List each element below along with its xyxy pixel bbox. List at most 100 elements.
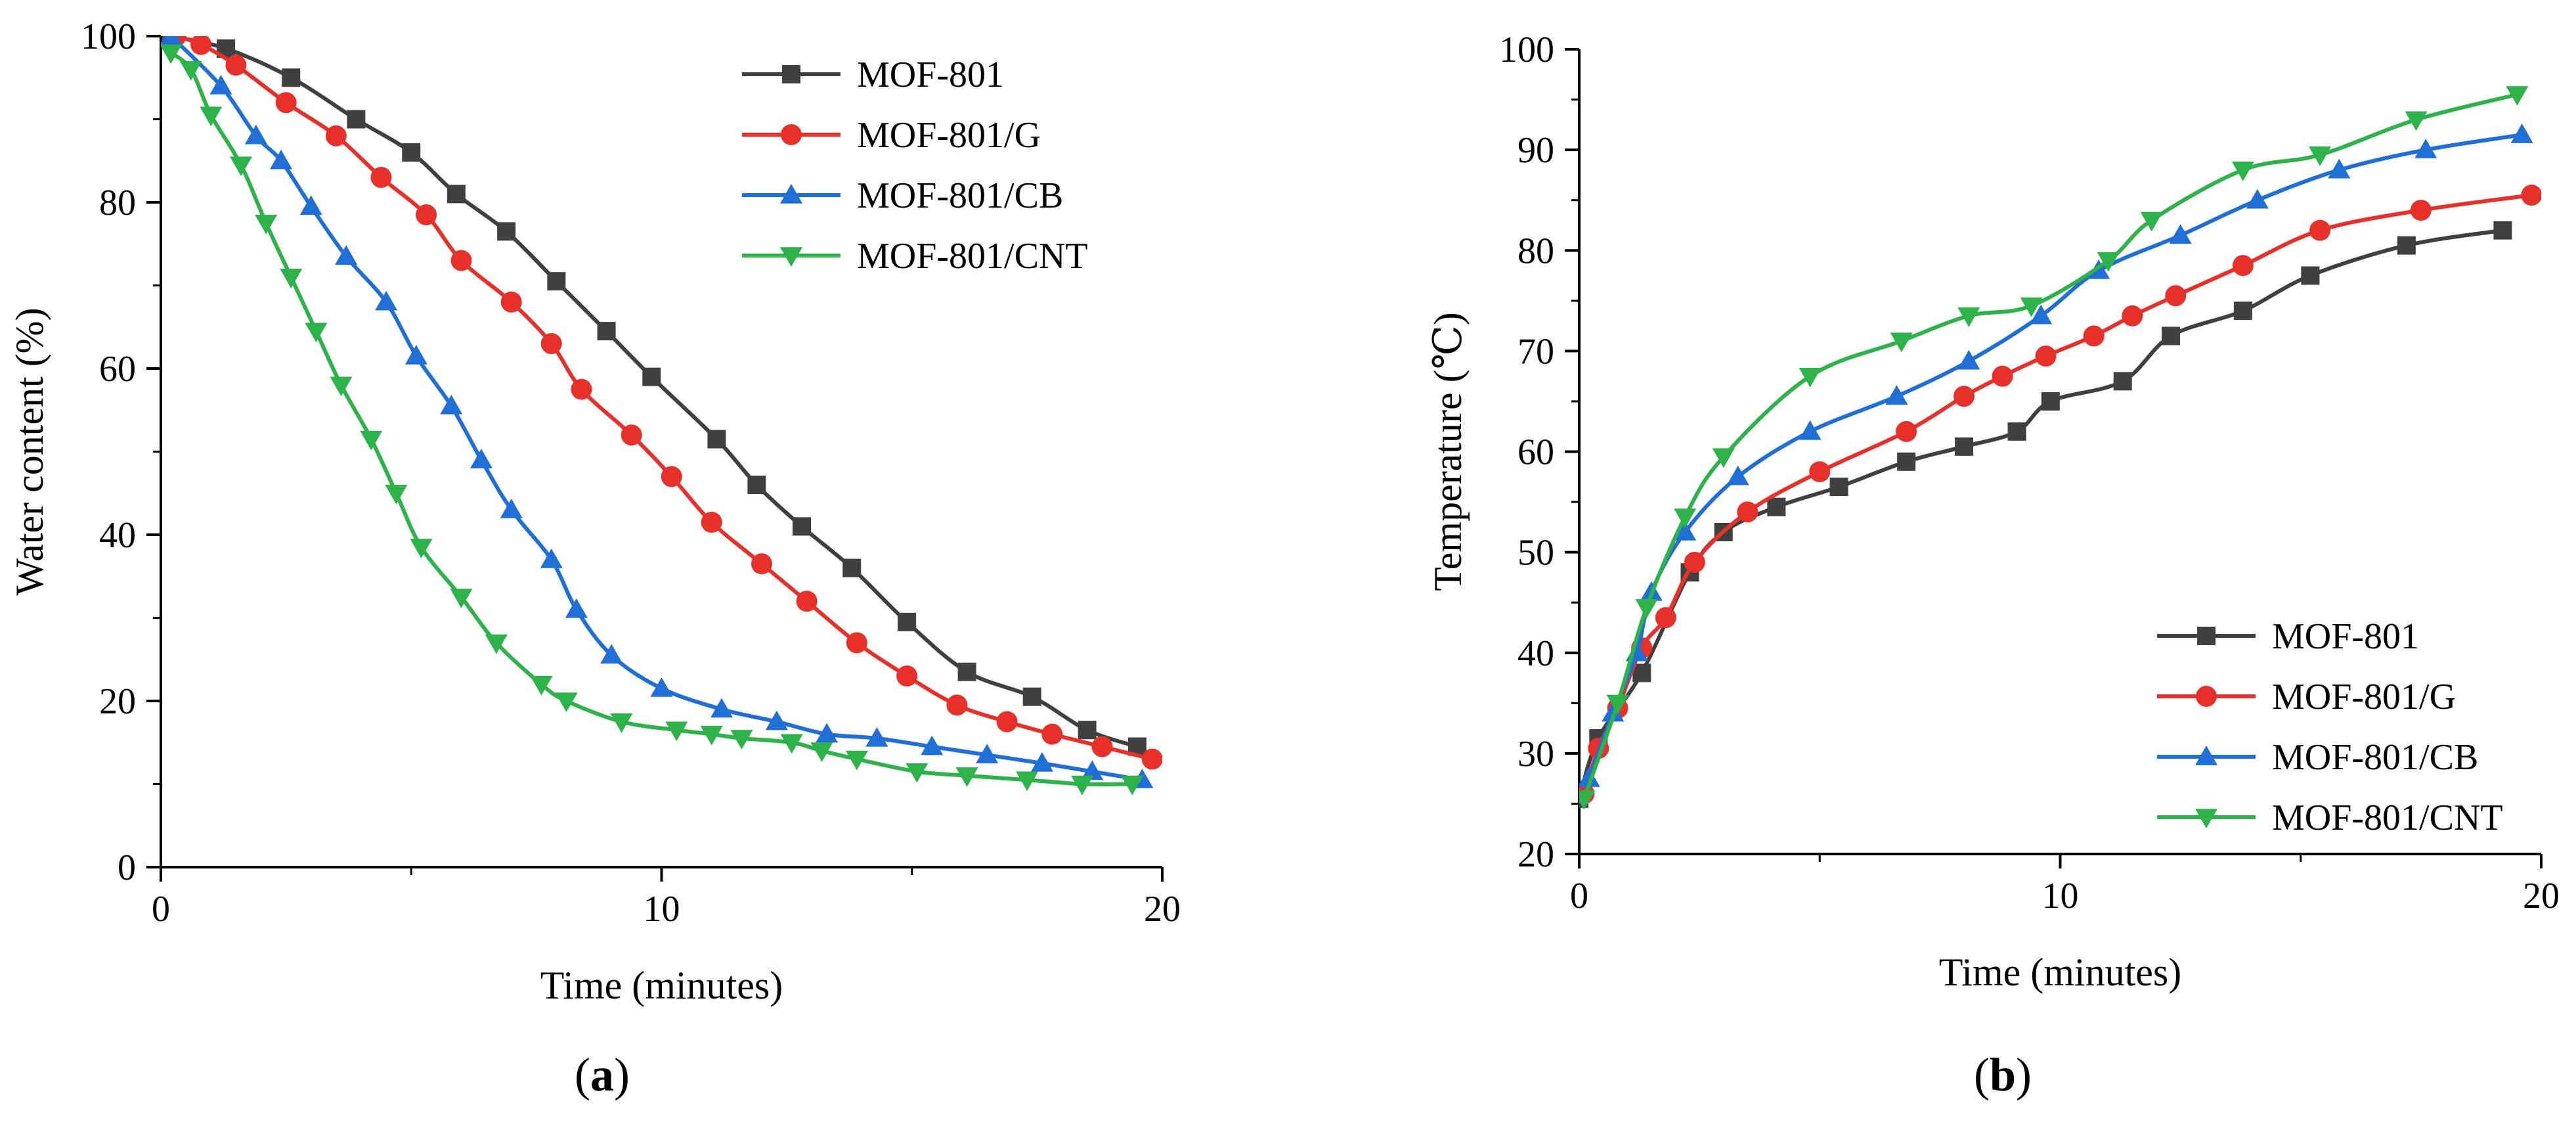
series-mof-801-cnt <box>161 44 1144 796</box>
y-axis-title: Water content (%) <box>8 307 51 595</box>
data-point <box>1078 721 1097 740</box>
data-point <box>1071 775 1093 796</box>
panel-a-chart: 0 20 40 60 80 100 0 10 20 Time (minutes) Water con… <box>8 16 1181 1101</box>
data-point <box>597 322 616 341</box>
data-point <box>661 466 682 487</box>
panel-caption: (b) <box>1974 1048 2032 1101</box>
data-point <box>275 92 297 114</box>
y-tick-label: 40 <box>99 515 136 556</box>
y-tick-label: 20 <box>99 681 136 722</box>
data-point <box>500 499 523 518</box>
data-point <box>200 106 223 127</box>
legend-label: MOF-801/G <box>2272 677 2456 717</box>
x-tick-label: 20 <box>2523 876 2560 916</box>
x-axis-title: Time (minutes) <box>540 964 783 1007</box>
data-point <box>325 125 347 146</box>
data-point <box>280 269 303 288</box>
data-point <box>2309 146 2332 166</box>
data-point <box>385 485 408 505</box>
data-point <box>921 735 944 755</box>
legend-label: MOF-801/CNT <box>857 236 1088 277</box>
data-point <box>1712 448 1735 468</box>
data-point <box>621 424 642 446</box>
y-tick-label: 30 <box>1517 734 1554 775</box>
data-point <box>2097 252 2120 272</box>
data-point <box>842 558 862 577</box>
data-point <box>946 694 968 716</box>
y-tick-label: 70 <box>1517 331 1554 372</box>
data-point <box>402 143 421 162</box>
data-point <box>500 291 522 313</box>
data-point <box>330 376 353 397</box>
data-point <box>780 734 803 754</box>
x-tick-label: 20 <box>1144 889 1181 930</box>
data-point <box>1767 497 1786 516</box>
data-point <box>1031 752 1053 772</box>
x-tick-label: 0 <box>152 889 170 930</box>
data-point <box>896 665 918 687</box>
data-point <box>2231 162 2254 181</box>
y-tick-label: 20 <box>1517 834 1554 875</box>
data-point <box>404 345 427 365</box>
data-point <box>1957 349 1980 370</box>
data-point <box>1992 365 2013 387</box>
data-point <box>555 692 578 712</box>
data-point <box>255 214 278 235</box>
legend-marker <box>2197 627 2216 645</box>
data-point <box>485 634 508 654</box>
data-point <box>2161 326 2180 346</box>
data-point <box>765 710 788 731</box>
data-point <box>470 449 492 468</box>
data-point <box>1897 452 1916 471</box>
x-tick-label: 10 <box>2042 876 2079 916</box>
data-point <box>2414 139 2437 158</box>
legend-marker <box>2195 809 2217 828</box>
panel-caption: (a) <box>575 1048 630 1101</box>
data-point <box>347 110 366 129</box>
data-point <box>2521 185 2541 206</box>
data-point <box>416 204 437 225</box>
data-point <box>2233 302 2252 321</box>
y-tick-label: 100 <box>81 16 136 57</box>
data-point <box>190 36 211 55</box>
data-point <box>565 598 588 618</box>
data-point <box>1674 508 1697 529</box>
legend-label: MOF-801/CB <box>857 175 1063 216</box>
data-point <box>810 742 833 762</box>
data-point <box>701 512 722 533</box>
data-point <box>360 430 383 451</box>
data-point <box>1081 760 1104 780</box>
data-point <box>179 60 202 81</box>
legend-label: MOF-801 <box>2272 616 2419 657</box>
data-point <box>976 744 999 763</box>
data-point <box>1809 461 1831 483</box>
data-point <box>1121 775 1144 796</box>
data-point <box>1829 478 1848 497</box>
y-tick-label: 80 <box>1517 231 1554 271</box>
data-point <box>547 272 566 291</box>
series-mof-801-cnt <box>1579 86 2529 810</box>
data-point <box>2035 346 2057 367</box>
data-point <box>2122 305 2143 326</box>
panel-b-chart: 20 30 40 50 60 70 80 90 100 0 10 20 Time (minutes) Te… <box>1426 30 2560 1101</box>
data-point <box>209 74 232 95</box>
data-point <box>1579 767 1600 787</box>
legend-label: MOF-801/CNT <box>2272 798 2503 838</box>
data-point <box>751 553 772 575</box>
y-tick-label: 80 <box>99 183 136 223</box>
data-point <box>1632 663 1651 683</box>
data-point <box>610 713 633 733</box>
data-point <box>375 290 398 311</box>
data-point <box>2020 297 2043 317</box>
data-point <box>1141 748 1162 770</box>
data-point <box>497 222 516 241</box>
y-tick-label: 90 <box>1517 130 1554 171</box>
data-point <box>447 185 466 204</box>
data-point <box>955 767 978 787</box>
data-point <box>1954 386 1975 407</box>
y-tick-label: 40 <box>1517 633 1554 674</box>
data-point <box>1890 332 1913 353</box>
y-tick-label: 0 <box>118 847 136 888</box>
data-point <box>2030 304 2053 325</box>
data-point <box>2405 111 2428 131</box>
